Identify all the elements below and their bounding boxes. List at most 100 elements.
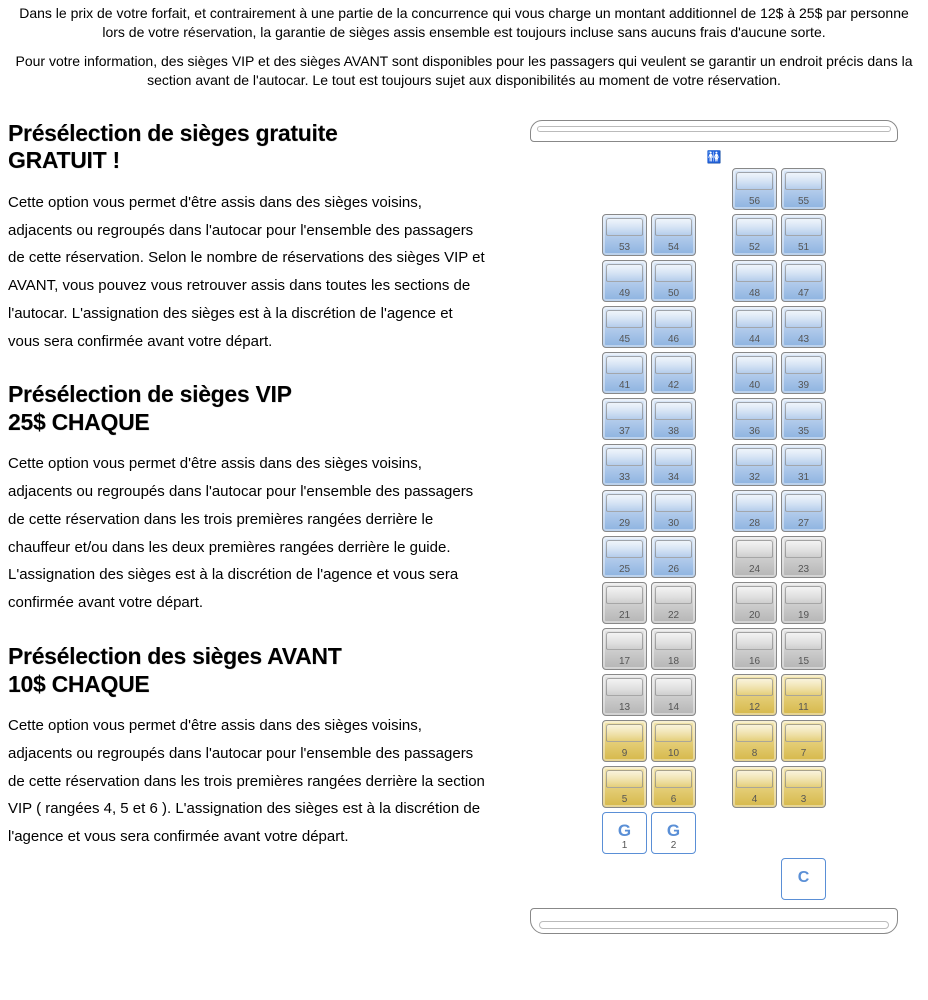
- wc-row: 🚻: [524, 150, 904, 164]
- seat-number: 26: [652, 564, 695, 575]
- seat: 5: [602, 766, 647, 808]
- seat: 19: [781, 582, 826, 624]
- seat-number: 16: [733, 656, 776, 667]
- seat: 13: [602, 674, 647, 716]
- guide-seat: G2: [651, 812, 696, 854]
- section-avant-title-l1: Présélection des sièges AVANT: [8, 643, 341, 669]
- seat-number: 18: [652, 656, 695, 667]
- seat: 14: [651, 674, 696, 716]
- seat: 44: [732, 306, 777, 348]
- seat-number: 4: [733, 794, 776, 805]
- seat-number: 23: [782, 564, 825, 575]
- seat: 26: [651, 536, 696, 578]
- text-column: Présélection de sièges gratuite GRATUIT …: [8, 120, 488, 940]
- seat-number: 27: [782, 518, 825, 529]
- empty-cell: [781, 812, 826, 854]
- guide-label: G: [652, 821, 695, 841]
- seat: 30: [651, 490, 696, 532]
- aisle: [700, 260, 728, 302]
- seat-number: 11: [782, 702, 825, 713]
- seat: 37: [602, 398, 647, 440]
- seat: 34: [651, 444, 696, 486]
- aisle: [700, 674, 728, 716]
- seat-number: 2: [652, 840, 695, 851]
- seat-number: 48: [733, 288, 776, 299]
- seat: 11: [781, 674, 826, 716]
- seat-number: 44: [733, 334, 776, 345]
- seat: 29: [602, 490, 647, 532]
- seat: 12: [732, 674, 777, 716]
- seat: 49: [602, 260, 647, 302]
- aisle: [700, 168, 728, 210]
- seat: 36: [732, 398, 777, 440]
- aisle: [700, 444, 728, 486]
- seat: 31: [781, 444, 826, 486]
- seat-number: 50: [652, 288, 695, 299]
- seat: 42: [651, 352, 696, 394]
- section-free-title: Présélection de sièges gratuite GRATUIT …: [8, 120, 488, 175]
- seat-number: 20: [733, 610, 776, 621]
- seat-number: 14: [652, 702, 695, 713]
- aisle: [700, 536, 728, 578]
- section-free-title-l2: GRATUIT !: [8, 147, 120, 173]
- seat: 21: [602, 582, 647, 624]
- seat: 8: [732, 720, 777, 762]
- driver-label: C: [782, 869, 825, 887]
- seat-grid: 5655535452514950484745464443414240393738…: [524, 168, 904, 900]
- aisle: [700, 766, 728, 808]
- seat-number: 33: [603, 472, 646, 483]
- seat-number: 25: [603, 564, 646, 575]
- seat: 55: [781, 168, 826, 210]
- empty-cell: [602, 858, 647, 900]
- aisle: [700, 582, 728, 624]
- seat-number: 22: [652, 610, 695, 621]
- seat-number: 41: [603, 380, 646, 391]
- seat: 53: [602, 214, 647, 256]
- seat: 28: [732, 490, 777, 532]
- seat: 32: [732, 444, 777, 486]
- bus-rear-outline: [530, 120, 898, 142]
- aisle: [700, 628, 728, 670]
- empty-cell: [602, 168, 647, 210]
- seat-number: 36: [733, 426, 776, 437]
- seat-number: 17: [603, 656, 646, 667]
- seat-number: 39: [782, 380, 825, 391]
- seat-number: 32: [733, 472, 776, 483]
- intro-paragraph-1: Dans le prix de votre forfait, et contra…: [8, 4, 920, 42]
- seat-number: 19: [782, 610, 825, 621]
- seat-number: 40: [733, 380, 776, 391]
- driver-seat: C: [781, 858, 826, 900]
- seat-number: 55: [782, 196, 825, 207]
- seat-number: 30: [652, 518, 695, 529]
- seat-number: 46: [652, 334, 695, 345]
- section-vip-title: Présélection de sièges VIP 25$ CHAQUE: [8, 381, 488, 436]
- seat: 10: [651, 720, 696, 762]
- aisle: [700, 306, 728, 348]
- seat: 23: [781, 536, 826, 578]
- section-free-title-l1: Présélection de sièges gratuite: [8, 120, 337, 146]
- seat-number: 6: [652, 794, 695, 805]
- intro-block: Dans le prix de votre forfait, et contra…: [8, 4, 920, 90]
- seat: 9: [602, 720, 647, 762]
- seat-number: 47: [782, 288, 825, 299]
- seat: 41: [602, 352, 647, 394]
- empty-cell: [651, 168, 696, 210]
- seat: 43: [781, 306, 826, 348]
- seat-number: 13: [603, 702, 646, 713]
- seat-number: 12: [733, 702, 776, 713]
- aisle: [700, 858, 728, 900]
- seat-number: 37: [603, 426, 646, 437]
- seat-number: 24: [733, 564, 776, 575]
- seat-number: 3: [782, 794, 825, 805]
- seat: 40: [732, 352, 777, 394]
- empty-cell: [732, 812, 777, 854]
- seat: 51: [781, 214, 826, 256]
- aisle: [700, 352, 728, 394]
- bus-diagram-column: 🚻 56555354525149504847454644434142403937…: [508, 120, 920, 940]
- seat-number: 42: [652, 380, 695, 391]
- seat: 56: [732, 168, 777, 210]
- seat: 48: [732, 260, 777, 302]
- guide-label: G: [603, 821, 646, 841]
- seat-number: 9: [603, 748, 646, 759]
- section-avant-body: Cette option vous permet d'être assis da…: [8, 712, 488, 851]
